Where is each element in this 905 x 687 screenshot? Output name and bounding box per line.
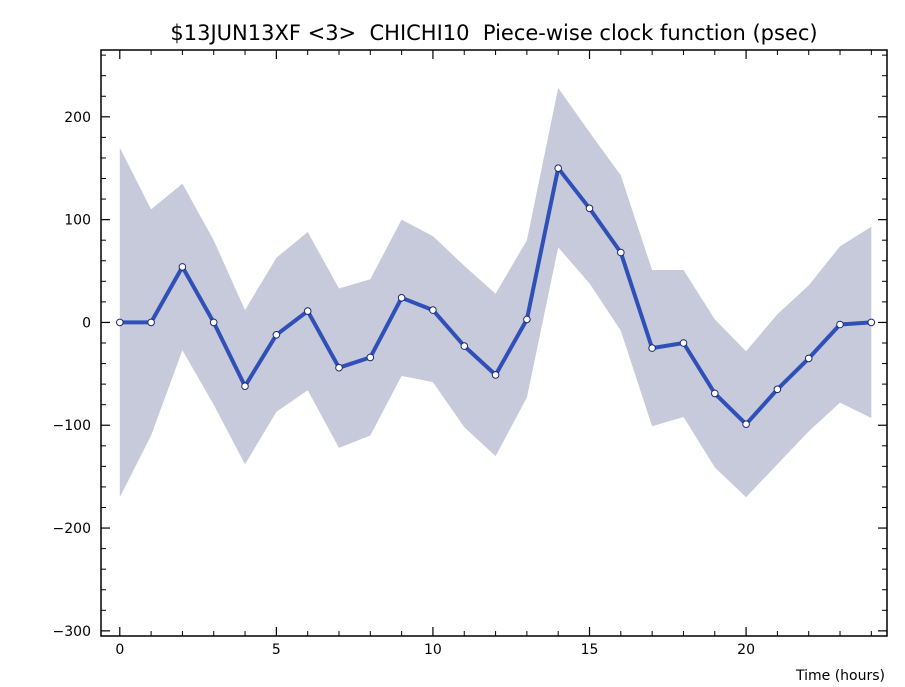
y-tick-label: −100 (53, 418, 91, 434)
data-point (460, 342, 469, 350)
data-point (742, 420, 750, 429)
data-point (491, 371, 500, 379)
y-tick-label: 0 (82, 315, 91, 331)
x-tick-label: 15 (581, 642, 599, 658)
y-tick-label: −200 (53, 521, 91, 537)
data-point (209, 318, 218, 327)
data-point (617, 248, 625, 257)
y-tick-label: 100 (64, 213, 91, 229)
data-point (178, 263, 187, 271)
y-tick-label: −300 (53, 624, 91, 640)
data-point (397, 294, 406, 302)
data-point (429, 306, 437, 314)
uncertainty-band (119, 88, 872, 498)
data-point (836, 320, 844, 329)
data-point (773, 385, 782, 394)
data-point (241, 382, 249, 391)
data-point (679, 339, 688, 347)
data-point (303, 307, 312, 315)
data-point (147, 318, 155, 327)
data-point (272, 331, 281, 339)
data-point (648, 344, 656, 352)
data-point (711, 389, 719, 398)
x-tick-label: 0 (115, 642, 124, 658)
data-point (116, 318, 124, 327)
axes: −300 −200 −100 0 100 200 0 5 10 15 20 (53, 50, 887, 658)
x-tick-label: 5 (272, 642, 281, 658)
y-tick-label: 200 (64, 110, 91, 126)
data-point (804, 354, 813, 363)
x-tick-label: 20 (737, 642, 755, 658)
data-point (523, 315, 531, 324)
data-point (867, 318, 876, 327)
data-point (366, 353, 375, 362)
x-tick-label: 10 (424, 642, 442, 658)
plot-area (116, 88, 876, 498)
data-point (585, 204, 594, 213)
data-point (554, 164, 563, 172)
data-point (335, 363, 343, 372)
chart-title: $13JUN13XF <3> CHICHI10 Piece-wise clock… (170, 21, 817, 45)
x-axis-label: Time (hours) (795, 668, 885, 684)
